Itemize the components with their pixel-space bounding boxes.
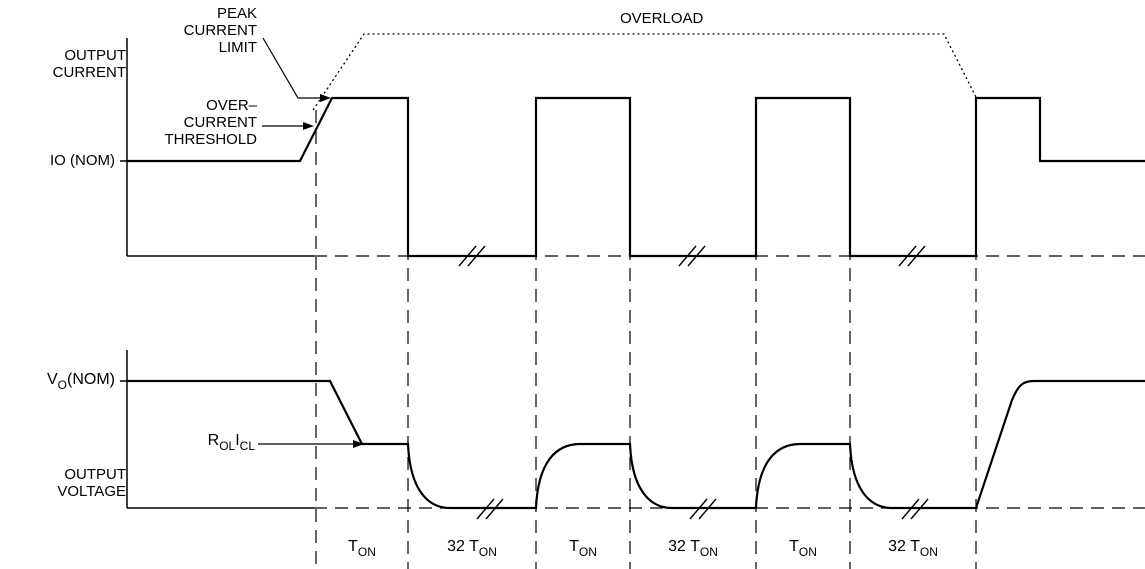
timing-label-4: 32 TON [668, 538, 718, 559]
io-nom-label: IO (NOM) [50, 152, 115, 169]
overload-label: OVERLOAD [620, 10, 704, 27]
rolicl-label: ROLICL [207, 432, 255, 453]
peak-limit-arrowhead [320, 94, 331, 102]
timing-label-5: TON [789, 538, 817, 559]
peak-limit-pointer [262, 37, 322, 99]
vo-nom-label: VO(NOM) [47, 371, 115, 392]
peak-current-limit-label: PEAK CURRENT LIMIT [183, 5, 257, 56]
timing-label-1: TON [348, 538, 376, 559]
break-mark-2 [678, 245, 706, 267]
break-mark-6 [901, 498, 929, 520]
break-mark-1 [458, 245, 486, 267]
output-voltage-label: OUTPUT VOLTAGE [57, 466, 126, 500]
break-mark-3 [898, 245, 926, 267]
output-voltage-waveform [127, 379, 1145, 510]
break-mark-5 [689, 498, 717, 520]
output-current-label: OUTPUT CURRENT [52, 47, 126, 81]
output-current-waveform [127, 96, 1145, 258]
rolicl-arrowhead [353, 440, 364, 448]
threshold-arrowhead [303, 122, 314, 130]
timing-label-2: 32 TON [447, 538, 497, 559]
overload-envelope [312, 33, 977, 111]
break-mark-4 [476, 498, 504, 520]
timing-label-6: 32 TON [888, 538, 938, 559]
timing-label-3: TON [569, 538, 597, 559]
overcurrent-threshold-label: OVER– CURRENT THRESHOLD [164, 97, 257, 148]
